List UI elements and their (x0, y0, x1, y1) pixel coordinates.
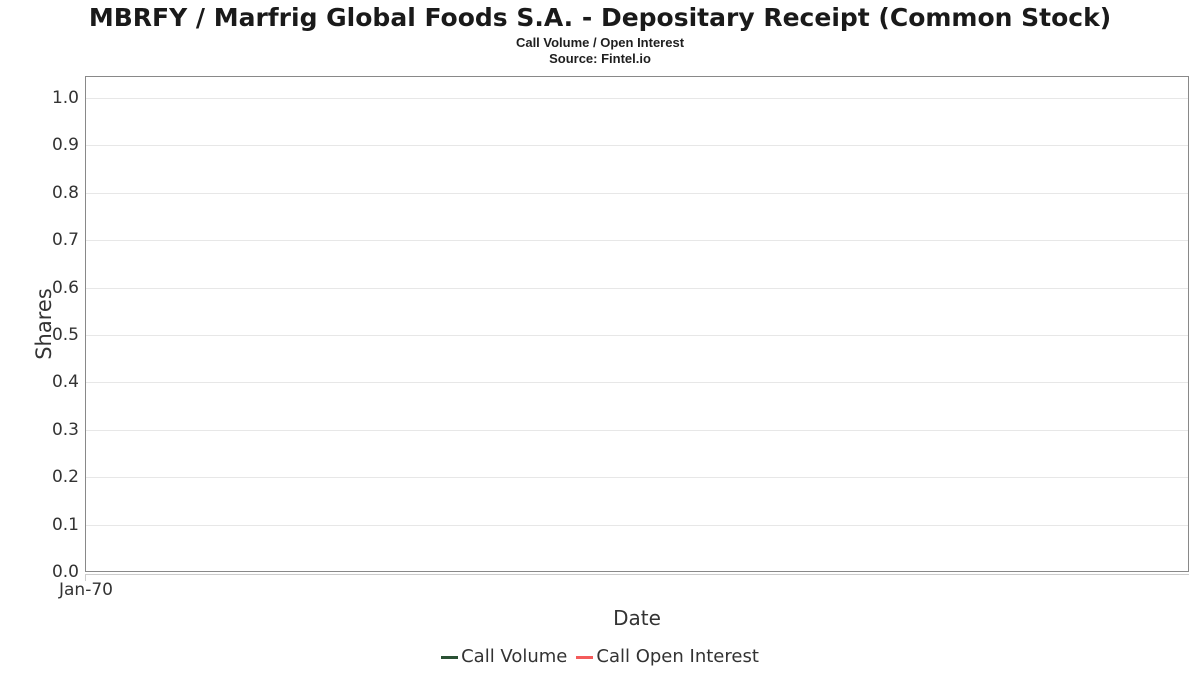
y-tick-label-0.0: 0.0 (51, 562, 79, 582)
legend-label-call-open-interest: Call Open Interest (596, 646, 759, 667)
gridline-y-1.0 (86, 98, 1188, 99)
legend-label-call-volume: Call Volume (461, 646, 568, 667)
chart-source-credit: Source: Fintel.io (549, 51, 651, 66)
gridline-y-0.1 (86, 524, 1188, 526)
plot-area (85, 76, 1189, 572)
legend-item-call-open-interest[interactable]: Call Open Interest (576, 646, 759, 668)
y-axis-title: Shares (31, 288, 56, 360)
call-volume-line-swatch-icon (441, 655, 459, 659)
gridline-y-0.9 (86, 145, 1188, 147)
gridline-y-0.5 (86, 335, 1188, 336)
y-tick-label-0.5: 0.5 (51, 325, 79, 345)
chart-subtitle: Call Volume / Open Interest (515, 35, 685, 50)
y-tick-label-0.2: 0.2 (51, 467, 79, 488)
y-tick-label-1.0: 1.0 (51, 88, 79, 108)
call-open-interest-line-swatch-icon (576, 655, 594, 659)
y-tick-label-0.4: 0.4 (51, 372, 79, 393)
gridline-y-0.8 (86, 192, 1188, 194)
x-axis-title: Date (613, 606, 661, 630)
y-tick-label-0.3: 0.3 (51, 419, 79, 440)
gridline-y-0.3 (86, 429, 1188, 431)
x-axis-line (85, 574, 1189, 575)
y-axis-tick-labels: 1.0 0.9 0.8 0.7 0.6 0.5 0.4 0.3 0.2 0.1 0.0 (0, 0, 79, 675)
chart-legend: Call Volume Call Open Interest (0, 646, 1200, 668)
y-tick-label-0.1: 0.1 (51, 514, 79, 535)
x-axis-tick-label: Jan-70 (59, 580, 113, 600)
x-tick-mark (85, 574, 86, 581)
y-tick-label-0.8: 0.8 (51, 182, 79, 203)
legend-item-call-volume[interactable]: Call Volume (441, 646, 567, 668)
y-tick-label-0.9: 0.9 (51, 135, 79, 156)
chart-title: MBRFY / Marfrig Global Foods S.A. - Depo… (88, 3, 1112, 32)
gridline-y-0.4 (86, 382, 1188, 384)
gridline-y-0.6 (86, 287, 1188, 289)
y-tick-label-0.7: 0.7 (51, 230, 79, 251)
gridline-y-0.2 (86, 477, 1188, 479)
y-tick-label-0.6: 0.6 (51, 277, 79, 298)
gridline-y-0.7 (86, 240, 1188, 242)
